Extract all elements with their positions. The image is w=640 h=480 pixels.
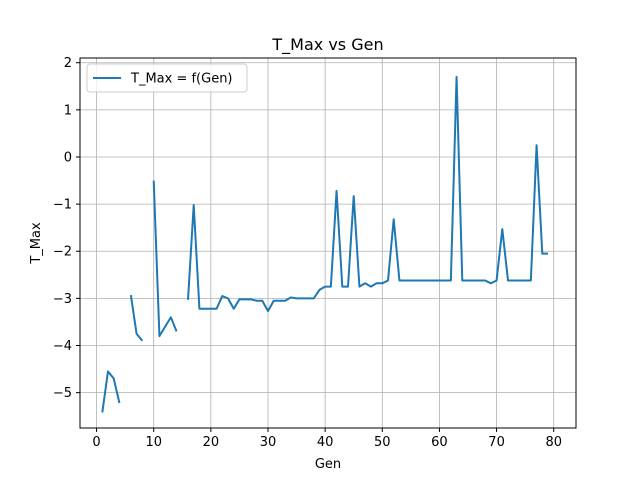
- y-axis-label: T_Max: [29, 222, 44, 265]
- series-line: [101, 75, 548, 413]
- x-tick-label: 50: [374, 435, 391, 450]
- x-tick-label: 60: [431, 435, 448, 450]
- x-tick-label: 20: [203, 435, 220, 450]
- y-tick-label: −2: [53, 245, 72, 260]
- y-tick-label: −4: [53, 339, 72, 354]
- series-layer: [101, 75, 548, 413]
- y-tick-label: 2: [64, 56, 72, 71]
- x-tick-label: 80: [545, 435, 562, 450]
- x-tick-label: 40: [317, 435, 334, 450]
- grid-lines: [80, 58, 576, 428]
- y-tick-label: −1: [53, 198, 72, 213]
- axes-frame: [79, 57, 577, 429]
- legend: T_Max = f(Gen): [86, 63, 248, 93]
- x-tick-label: 0: [92, 435, 100, 450]
- axis-ticks: 0 10 20 30 40 50 60 70 80 −5 −4 −3 −2 −1 0 1 2: [53, 56, 562, 450]
- chart-title: T_Max vs Gen: [271, 35, 383, 55]
- x-tick-label: 70: [488, 435, 505, 450]
- y-tick-label: −3: [53, 292, 72, 307]
- x-tick-label: 30: [260, 435, 277, 450]
- legend-label: T_Max = f(Gen): [130, 72, 233, 87]
- x-axis-label: Gen: [315, 457, 341, 472]
- y-tick-label: 1: [64, 103, 72, 118]
- y-tick-label: 0: [64, 150, 72, 165]
- x-tick-label: 10: [145, 435, 162, 450]
- legend-box: [86, 63, 248, 93]
- y-tick-label: −5: [53, 386, 72, 401]
